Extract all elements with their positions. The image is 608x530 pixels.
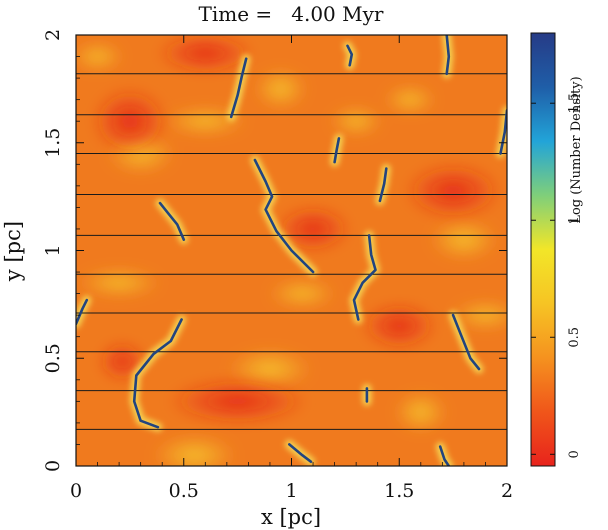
light-patch <box>76 42 124 71</box>
filament <box>333 137 341 164</box>
x-tick-label: 0 <box>70 480 82 502</box>
x-tick-label: 0.5 <box>169 480 199 502</box>
y-tick-label: 1 <box>42 244 64 256</box>
colorbar-gradient <box>530 32 556 467</box>
filament <box>378 167 388 203</box>
plot-area <box>76 35 507 466</box>
colorbar: 0 0.5 1 1.5 Log (Number Density) <box>530 32 584 467</box>
filament <box>132 318 183 429</box>
light-patch <box>384 85 437 114</box>
light-patch <box>429 219 498 260</box>
y-axis-label: y [pc] <box>1 221 25 282</box>
colorbar-tick-label: 0.5 <box>567 327 582 348</box>
filament <box>229 57 248 119</box>
filament <box>76 298 89 326</box>
colorbar-tick-label: 1 <box>567 216 582 224</box>
x-tick-label: 1 <box>285 480 297 502</box>
filament <box>352 234 377 321</box>
light-patch <box>268 279 337 308</box>
dense-region <box>361 303 437 349</box>
filament <box>499 109 507 155</box>
dense-region <box>92 87 168 155</box>
filament <box>346 44 354 67</box>
filaments <box>76 35 507 466</box>
light-patch <box>77 268 162 297</box>
chart-title: Time = 4.00 Myr <box>199 2 384 26</box>
colorbar-ticks: 0 0.5 1 1.5 <box>531 93 582 458</box>
y-axis: 0 0.5 1 1.5 2 <box>42 29 507 472</box>
colorbar-label: Log (Number Density) <box>569 76 584 223</box>
x-tick-label: 1.5 <box>384 480 414 502</box>
dense-region <box>156 35 254 73</box>
filament <box>158 201 186 241</box>
field-lines <box>76 73 507 430</box>
filament <box>253 158 315 274</box>
light-patch <box>330 107 383 136</box>
light-patch <box>394 392 447 433</box>
x-axis-label: x [pc] <box>261 505 321 529</box>
filament <box>451 313 481 371</box>
dense-region <box>275 206 351 252</box>
filament <box>438 445 451 466</box>
light-patch <box>451 301 507 330</box>
x-tick-label: 2 <box>501 480 513 502</box>
y-tick-label: 2 <box>42 29 64 41</box>
colorbar-tick-label: 1.5 <box>567 93 582 114</box>
colorbar-tick-label: 0 <box>567 450 582 458</box>
filament <box>288 443 313 463</box>
y-tick-label: 0 <box>42 460 64 472</box>
light-patch <box>152 435 237 466</box>
light-patch <box>254 68 307 109</box>
dense-region <box>404 163 502 220</box>
y-tick-label: 0.5 <box>42 343 64 373</box>
x-axis: 0 0.5 1 1.5 2 <box>70 35 513 502</box>
dense-region <box>167 378 308 425</box>
y-tick-label: 1.5 <box>42 128 64 158</box>
light-patch <box>163 107 248 136</box>
filament <box>445 35 451 76</box>
